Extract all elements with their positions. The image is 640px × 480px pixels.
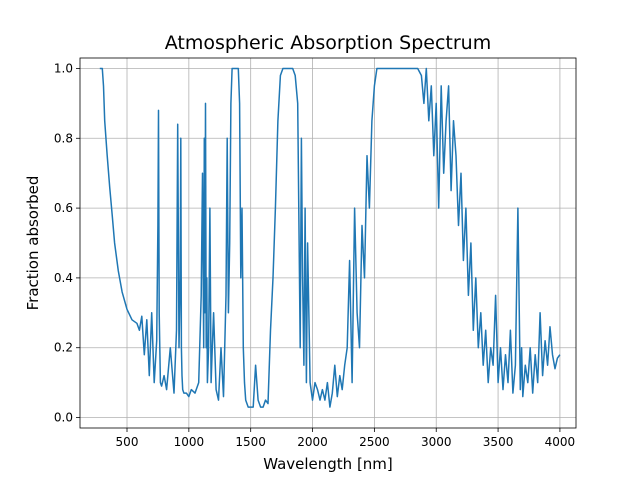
x-tick-label: 1000	[174, 435, 205, 449]
x-tick-label: 500	[116, 435, 139, 449]
data-layer	[99, 67, 561, 408]
chart-title: Atmospheric Absorption Spectrum	[165, 32, 491, 54]
y-tick-label: 0.4	[54, 271, 73, 285]
x-axis-label: Wavelength [nm]	[263, 455, 393, 473]
absorption-series-line	[99, 67, 561, 408]
x-tick-label: 3000	[421, 435, 452, 449]
x-tick-label: 1500	[235, 435, 266, 449]
y-tick-label: 1.0	[54, 61, 73, 75]
x-tick-label: 2000	[297, 435, 328, 449]
y-tick-label: 0.8	[54, 131, 73, 145]
x-tick-label: 4000	[545, 435, 576, 449]
plot-frame	[79, 57, 577, 429]
y-tick-label: 0.6	[54, 201, 73, 215]
x-tick-label: 3500	[483, 435, 514, 449]
y-tick-label: 0.2	[54, 341, 73, 355]
tick-layer: 500 1000 1500 2000 2500 3000 3500 4000 0.0 0.2 0.4…	[54, 61, 575, 449]
x-tick-label: 2500	[359, 435, 390, 449]
y-tick-label: 0.0	[54, 411, 73, 425]
y-axis-label: Fraction absorbed	[24, 176, 42, 311]
